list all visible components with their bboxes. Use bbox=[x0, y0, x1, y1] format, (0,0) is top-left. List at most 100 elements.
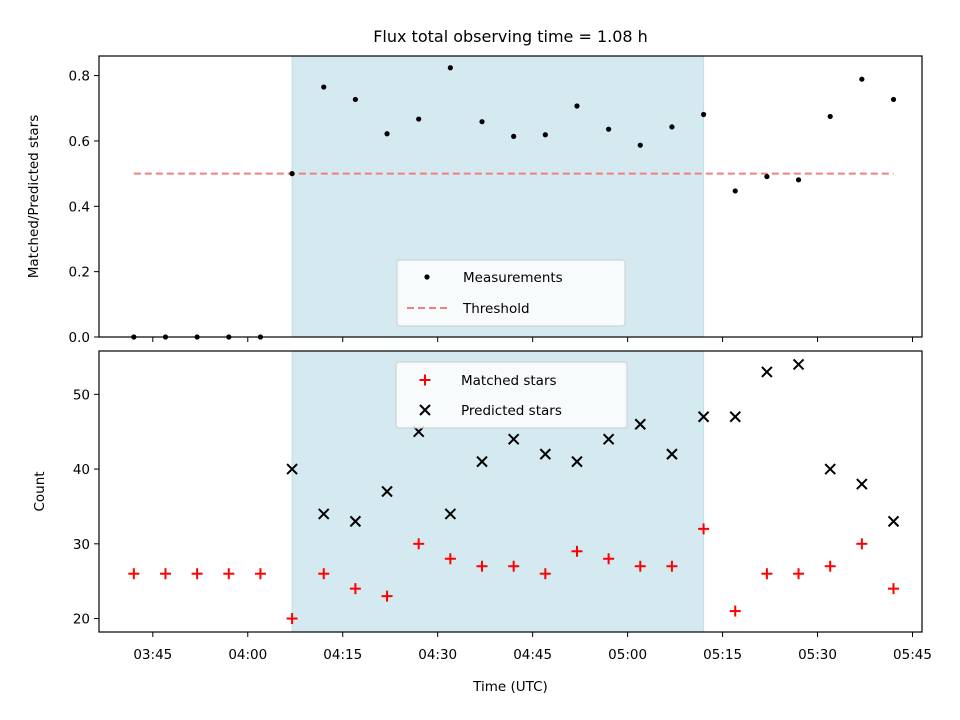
measurement-point bbox=[511, 133, 517, 139]
y-tick-label: 0.2 bbox=[69, 265, 90, 281]
matched-star-point bbox=[191, 568, 203, 580]
matched-star-point bbox=[571, 545, 583, 557]
measurement-point bbox=[447, 65, 453, 71]
cross-stroke bbox=[697, 411, 710, 423]
measurements-legend-marker bbox=[424, 274, 430, 280]
cross-stroke bbox=[286, 463, 298, 475]
matched-star-point bbox=[824, 560, 836, 572]
x-tick-label: 04:00 bbox=[228, 647, 267, 663]
measurement-point bbox=[542, 132, 548, 138]
measurement-point bbox=[669, 124, 675, 130]
matched-star-point bbox=[856, 538, 868, 550]
predicted-star-point bbox=[444, 508, 457, 520]
matched-star-point bbox=[286, 613, 298, 625]
matched-star-point bbox=[381, 590, 393, 602]
x-tick-label: 05:30 bbox=[798, 647, 837, 663]
legend-plus bbox=[419, 374, 431, 386]
legend-cross bbox=[419, 404, 431, 416]
y-tick-label: 0.8 bbox=[69, 69, 90, 85]
measurement-point bbox=[289, 171, 295, 177]
predicted-star-point bbox=[824, 463, 836, 475]
chart-title: Flux total observing time = 1.08 h bbox=[373, 27, 648, 46]
y-tick-label: 0.4 bbox=[69, 199, 90, 215]
matched-star-point bbox=[793, 568, 805, 580]
measurement-point bbox=[890, 96, 897, 103]
y-tick-label: 0.6 bbox=[69, 134, 90, 150]
matched-star-point bbox=[539, 568, 551, 580]
bottom-legend: Matched stars Predicted stars bbox=[395, 361, 628, 429]
cross-stroke bbox=[634, 418, 646, 430]
predicted-stars-points bbox=[286, 358, 900, 528]
predicted-star-point bbox=[286, 463, 298, 475]
predicted-stars-legend-marker bbox=[419, 404, 431, 416]
cross-stroke bbox=[666, 448, 678, 460]
predicted-star-point bbox=[507, 433, 520, 445]
top-axes-frame bbox=[98, 55, 923, 338]
matched-stars-legend-marker bbox=[419, 374, 431, 386]
top-legend: Measurements Threshold bbox=[396, 259, 626, 327]
measurement-point bbox=[352, 96, 358, 103]
predicted-star-point bbox=[381, 485, 393, 498]
cross-stroke bbox=[381, 485, 393, 498]
measurement-point bbox=[574, 103, 580, 109]
matched-star-point bbox=[159, 568, 171, 580]
x-tick-label: 04:30 bbox=[418, 647, 457, 663]
top-x-axis-ticks bbox=[152, 337, 914, 342]
cross-stroke bbox=[729, 411, 741, 423]
matched-star-point bbox=[761, 568, 773, 580]
measurements-legend-label: Measurements bbox=[463, 270, 563, 286]
measurement-point bbox=[827, 113, 833, 120]
measurement-point bbox=[700, 111, 707, 118]
cross-stroke bbox=[792, 358, 805, 371]
measurement-point bbox=[416, 116, 422, 122]
cross-stroke bbox=[887, 515, 900, 528]
measurement-point bbox=[321, 84, 327, 90]
measurement-point bbox=[764, 173, 770, 180]
matched-star-point bbox=[729, 605, 741, 617]
measurement-point bbox=[637, 142, 643, 148]
predicted-star-point bbox=[729, 411, 741, 423]
predicted-star-point bbox=[539, 448, 552, 460]
matched-star-point bbox=[603, 553, 615, 565]
matched-stars-points bbox=[128, 523, 900, 625]
measurement-point bbox=[606, 126, 612, 132]
matched-star-point bbox=[698, 523, 710, 535]
cross-stroke bbox=[476, 455, 488, 468]
top-y-axis-label: Matched/Predicted stars bbox=[26, 115, 42, 278]
x-axis-label: Time (UTC) bbox=[472, 679, 548, 695]
matched-star-point bbox=[508, 560, 520, 572]
predicted-star-point bbox=[571, 455, 583, 468]
cross-stroke bbox=[507, 433, 520, 445]
top-panel: 0.0 0.2 0.4 0.6 0.8 Flux total observing tim… bbox=[26, 27, 923, 346]
x-tick-label: 05:45 bbox=[893, 647, 932, 663]
predicted-star-point bbox=[666, 448, 678, 460]
predicted-star-point bbox=[697, 411, 710, 423]
measurement-point bbox=[795, 177, 802, 183]
predicted-star-point bbox=[887, 515, 900, 528]
matched-star-point bbox=[128, 568, 140, 580]
matched-stars-legend-label: Matched stars bbox=[461, 373, 557, 389]
x-tick-label: 04:15 bbox=[323, 647, 362, 663]
predicted-star-point bbox=[792, 358, 805, 371]
cross-stroke bbox=[602, 433, 615, 445]
cross-stroke bbox=[349, 515, 362, 528]
bottom-x-axis: 03:45 04:00 04:15 04:30 04:45 05:00 05:15 05:30… bbox=[133, 632, 932, 663]
x-tick-label: 03:45 bbox=[133, 647, 172, 663]
x-tick-label: 05:15 bbox=[703, 647, 742, 663]
cross-stroke bbox=[856, 478, 868, 490]
x-tick-label: 04:45 bbox=[513, 647, 552, 663]
top-y-axis: 0.0 0.2 0.4 0.6 0.8 bbox=[69, 69, 99, 346]
bottom-legend-box bbox=[395, 361, 628, 429]
predicted-star-point bbox=[856, 478, 868, 490]
predicted-star-point bbox=[318, 508, 330, 520]
matched-star-point bbox=[666, 560, 678, 572]
top-legend-box bbox=[396, 259, 626, 327]
measurement-point bbox=[384, 131, 390, 137]
cross-stroke bbox=[761, 366, 773, 378]
y-tick-label: 0.0 bbox=[69, 330, 90, 346]
predicted-star-point bbox=[476, 455, 488, 468]
predicted-star-point bbox=[602, 433, 615, 445]
predicted-stars-legend-label: Predicted stars bbox=[461, 403, 562, 419]
